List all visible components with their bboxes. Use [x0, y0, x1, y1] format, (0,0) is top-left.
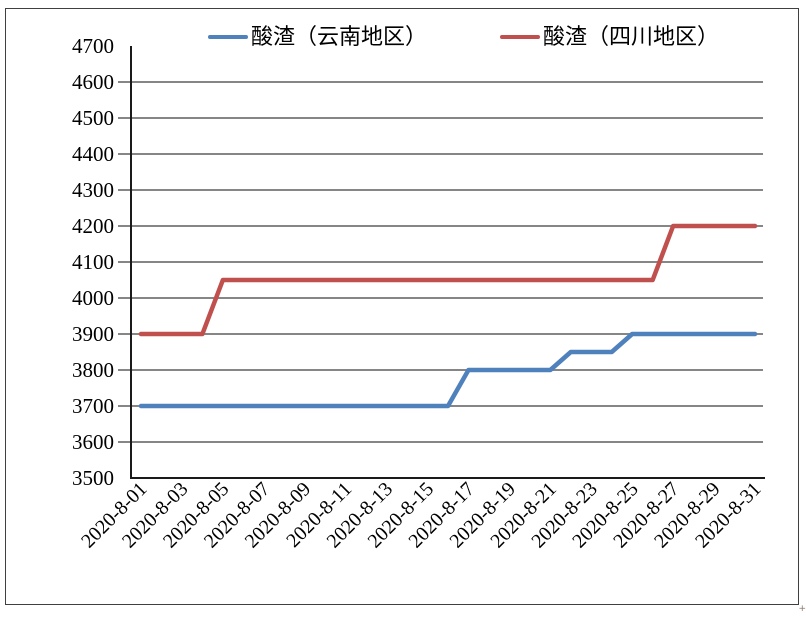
legend-label-sichuan: 酸渣（四川地区）	[543, 24, 720, 49]
y-tick-label: 3800	[72, 358, 114, 382]
legend-item-yunnan: 酸渣（云南地区）	[208, 22, 427, 52]
y-tick-label: 3500	[72, 466, 114, 490]
y-tick-label: 4500	[72, 106, 114, 130]
corner-artifact: +	[798, 604, 806, 614]
y-tick-label: 4200	[72, 214, 114, 238]
y-tick-label: 4000	[72, 286, 114, 310]
series-line-1	[138, 223, 758, 337]
y-tick-label: 4700	[72, 34, 114, 58]
y-tick-label: 4300	[72, 178, 114, 202]
sichuan-line-swatch-icon	[500, 35, 540, 39]
legend-item-sichuan: 酸渣（四川地区）	[500, 22, 719, 52]
chart-legend: 酸渣（云南地区） 酸渣（四川地区）	[0, 22, 806, 52]
series-line-0	[138, 331, 758, 409]
y-tick-label: 3600	[72, 430, 114, 454]
yunnan-line-swatch-icon	[208, 35, 248, 39]
y-tick-label: 4100	[72, 250, 114, 274]
y-tick-label: 3900	[72, 322, 114, 346]
y-tick-label: 4400	[72, 142, 114, 166]
chart-border	[5, 8, 799, 605]
y-tick-label: 4600	[72, 70, 114, 94]
y-tick-label: 3700	[72, 394, 114, 418]
legend-label-yunnan: 酸渣（云南地区）	[251, 24, 428, 49]
